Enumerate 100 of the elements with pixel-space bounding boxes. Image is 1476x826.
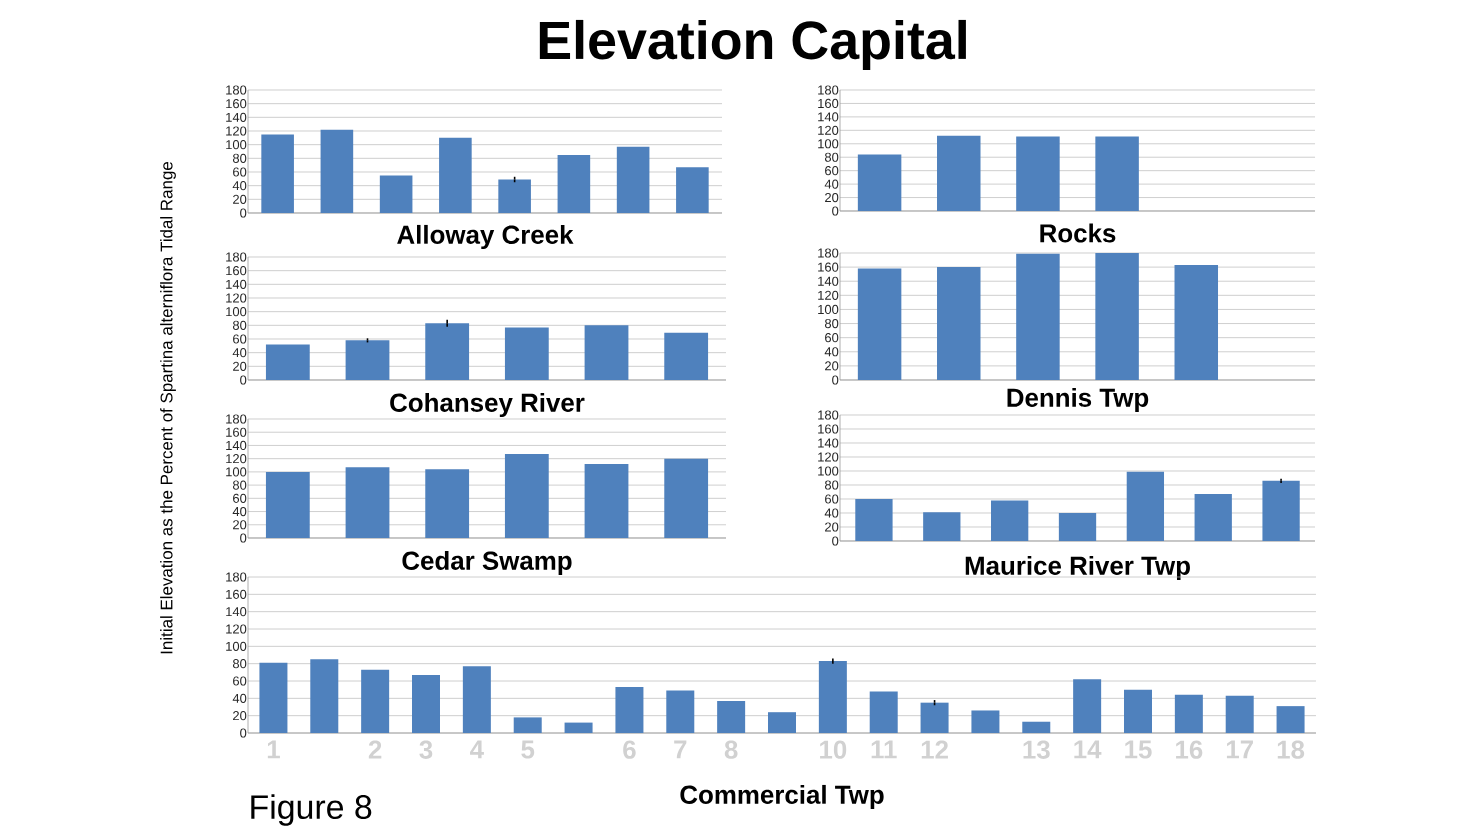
bar — [439, 137, 472, 213]
bar — [1194, 494, 1232, 541]
bar — [615, 687, 644, 733]
bar — [259, 662, 288, 733]
y-tick-label: 140 — [818, 112, 839, 122]
text: Elevation Capital — [539, 19, 966, 71]
y-tick-label: 180 — [818, 85, 839, 95]
y-tick-label: 40 — [824, 179, 839, 189]
bar — [261, 134, 294, 213]
y-tick-label: 20 — [233, 520, 247, 530]
y-tick-label: 120 — [818, 290, 839, 300]
y-tick-label: 40 — [232, 181, 247, 191]
y-tick-label: 160 — [226, 266, 247, 276]
y-tick-label: 60 — [825, 494, 839, 504]
bar — [584, 325, 629, 380]
bar — [1225, 695, 1254, 733]
y-axis-title: Initial Elevation as the Percent of Spartina alterniflora Tidal Range — [160, 162, 176, 654]
y-tick-label: 40 — [232, 506, 247, 517]
bar — [666, 690, 695, 733]
bar — [855, 499, 893, 541]
y-tick-label: 120 — [226, 624, 247, 634]
y-tick-label: 20 — [825, 522, 839, 532]
y-tick-label: 160 — [818, 424, 839, 434]
y-tick-label: 80 — [824, 318, 839, 329]
y-tick-label: 60 — [233, 676, 247, 686]
y-tick-label: 120 — [226, 293, 247, 303]
bar — [1073, 679, 1102, 733]
text: Commercial Twp — [680, 784, 884, 810]
y-tick-label: 20 — [233, 361, 247, 371]
bar — [991, 500, 1029, 541]
y-tick-label: 0 — [240, 533, 247, 543]
text: Alloway Creek — [397, 224, 574, 250]
bar — [361, 669, 390, 733]
bar — [1276, 706, 1305, 733]
bar — [310, 659, 339, 733]
y-tick-label: 100 — [818, 304, 839, 315]
bar — [937, 135, 981, 211]
y-tick-label: 140 — [226, 607, 247, 617]
y-tick-label: 20 — [233, 711, 247, 721]
bar — [425, 323, 470, 380]
bar — [557, 154, 591, 213]
y-tick-label: 160 — [226, 589, 247, 599]
text: Cohansey River — [390, 392, 585, 418]
bar — [513, 717, 542, 733]
bar — [1016, 136, 1060, 211]
bar — [265, 471, 310, 538]
y-tick-label: 0 — [832, 536, 839, 546]
bar — [345, 467, 390, 538]
y-tick-label: 180 — [226, 572, 247, 582]
y-tick-label: 80 — [232, 480, 247, 490]
y-tick-label: 140 — [226, 279, 247, 289]
y-tick-label: 20 — [233, 194, 247, 204]
y-tick-label: 140 — [818, 276, 839, 286]
bar — [504, 454, 549, 538]
bar — [584, 463, 629, 538]
bar — [379, 175, 413, 213]
y-tick-label: 140 — [818, 438, 839, 448]
bar — [676, 167, 709, 213]
y-tick-label: 120 — [226, 454, 247, 464]
caption: Figure 8 — [251, 794, 372, 826]
y-tick-label: 0 — [832, 206, 839, 216]
bar — [1124, 689, 1152, 733]
bar — [616, 146, 650, 213]
y-tick-label: 80 — [232, 153, 247, 163]
y-tick-label: 80 — [824, 152, 839, 162]
bar — [1095, 253, 1139, 380]
bar — [498, 179, 531, 213]
bar — [920, 702, 949, 733]
y-tick-label: 140 — [226, 440, 247, 451]
bar — [1016, 253, 1060, 380]
bar — [923, 512, 961, 541]
y-tick-label: 100 — [226, 641, 247, 651]
bar — [937, 267, 981, 380]
bar — [265, 344, 310, 380]
bar — [320, 129, 354, 213]
bar — [1174, 694, 1203, 733]
y-tick-label: 120 — [226, 126, 247, 136]
bar — [971, 710, 1000, 733]
bar — [1262, 480, 1300, 541]
bar — [425, 469, 470, 538]
y-tick-label: 80 — [232, 659, 247, 669]
bar — [818, 661, 847, 733]
bar — [345, 340, 390, 380]
bar — [564, 722, 593, 733]
bar — [664, 458, 709, 538]
y-tick-label: 60 — [233, 493, 247, 503]
y-tick-label: 160 — [226, 427, 247, 437]
y-tick-label: 60 — [825, 166, 839, 176]
y-tick-label: 180 — [226, 252, 247, 262]
y-tick-label: 140 — [226, 112, 247, 122]
y-tick-label: 180 — [226, 414, 247, 424]
bar — [857, 154, 902, 211]
y-tick-label: 60 — [233, 167, 247, 177]
y-tick-label: 20 — [825, 192, 839, 203]
y-tick-label: 160 — [226, 99, 247, 109]
y-tick-label: 60 — [233, 334, 247, 344]
y-tick-label: 180 — [226, 85, 247, 95]
y-tick-label: 160 — [818, 98, 839, 109]
bar — [1058, 513, 1097, 541]
y-tick-label: 0 — [240, 208, 247, 218]
